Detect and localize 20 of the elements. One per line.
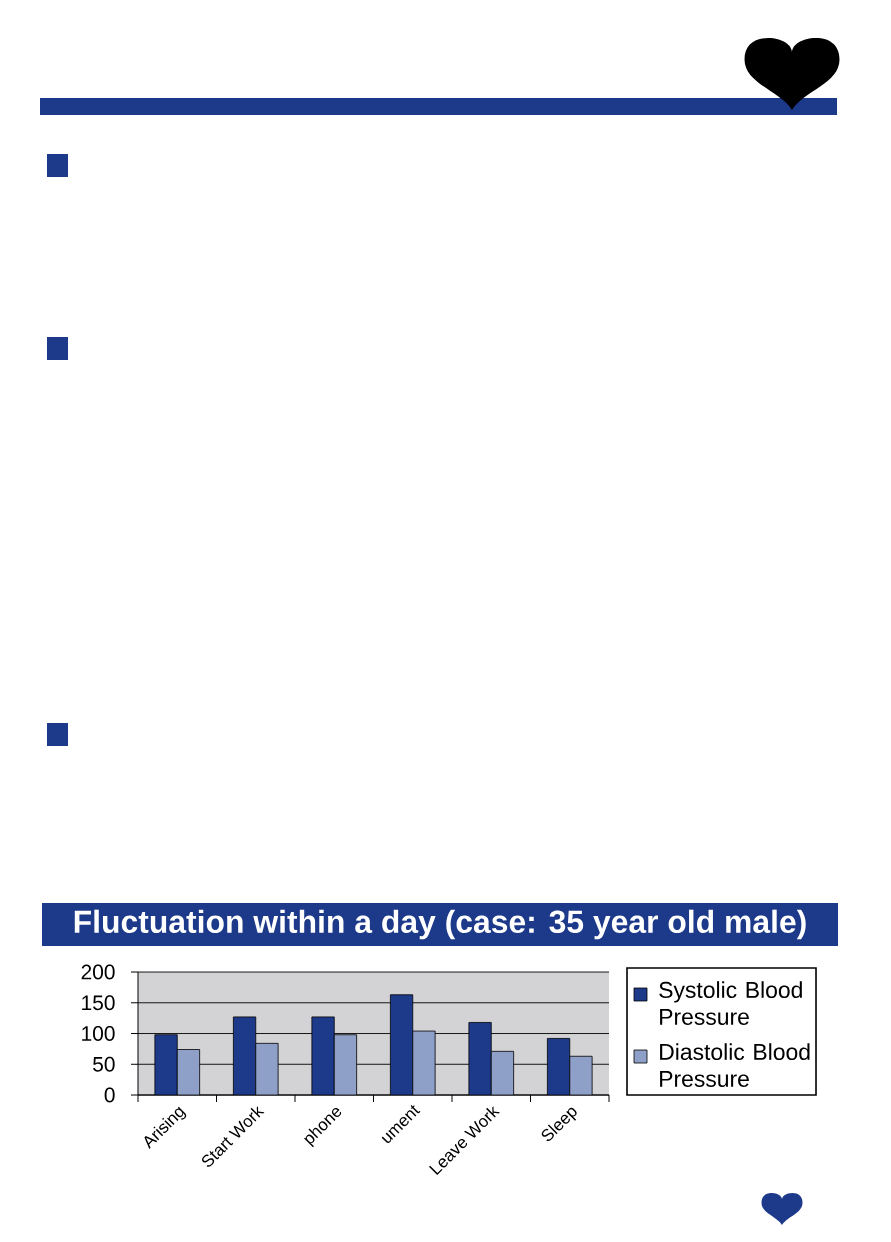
bar bbox=[154, 1034, 178, 1096]
bar bbox=[232, 1016, 257, 1096]
bar bbox=[389, 994, 414, 1096]
legend-label: Diastolic Blood Pressure bbox=[660, 1043, 810, 1087]
bar bbox=[412, 1030, 436, 1096]
bar bbox=[468, 1022, 492, 1096]
y-tick-label: 0 bbox=[104, 1087, 115, 1103]
y-tick-label: 50 bbox=[93, 1056, 115, 1072]
y-tick-label: 150 bbox=[82, 995, 115, 1011]
bar bbox=[255, 1042, 279, 1096]
bar bbox=[569, 1055, 593, 1096]
bar bbox=[333, 1034, 358, 1096]
y-tick-label: 100 bbox=[82, 1026, 115, 1041]
y-tick-label: 200 bbox=[81, 964, 115, 980]
legend-label: Systolic Blood Pressure bbox=[659, 981, 802, 1025]
chart-title: Fluctuation within a day (case: 35 year old male) bbox=[74, 909, 806, 940]
bar bbox=[311, 1016, 335, 1096]
bar bbox=[546, 1038, 571, 1096]
bar bbox=[490, 1050, 515, 1096]
bar bbox=[176, 1049, 201, 1096]
